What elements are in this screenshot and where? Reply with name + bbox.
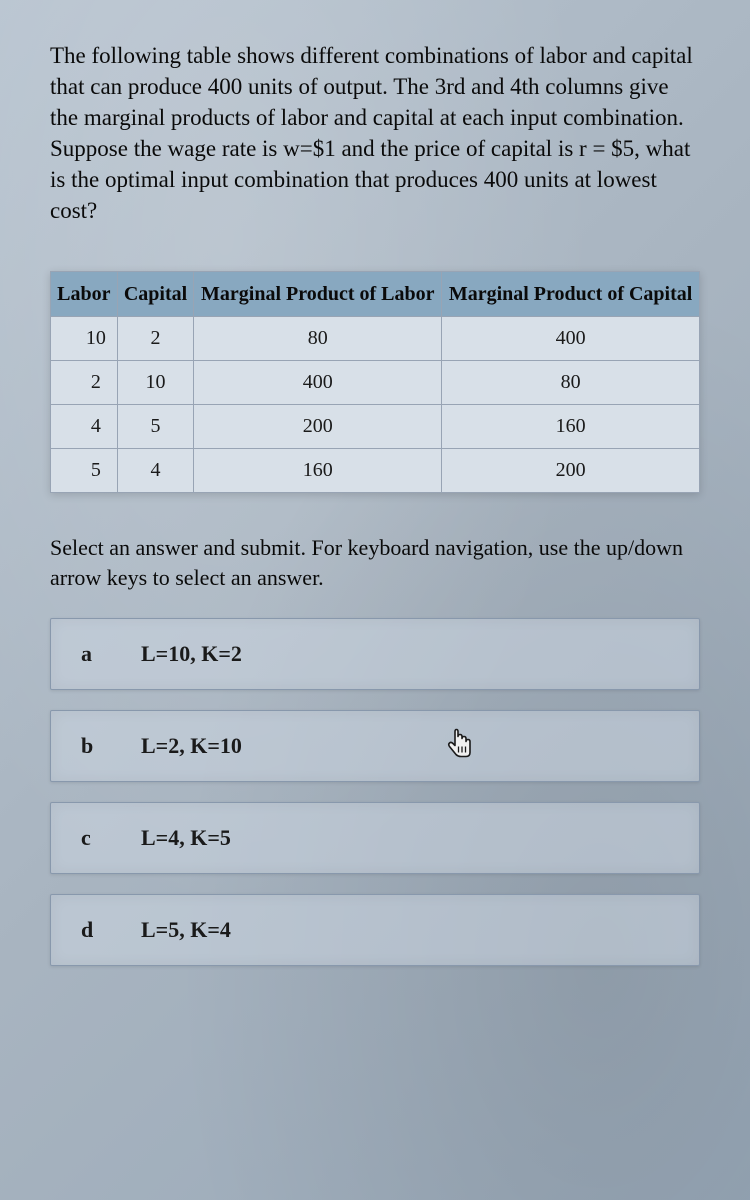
cell: 80 [194, 317, 442, 361]
cell: 10 [51, 317, 118, 361]
option-c[interactable]: c L=4, K=5 [50, 802, 700, 874]
cell: 80 [442, 361, 700, 405]
option-d[interactable]: d L=5, K=4 [50, 894, 700, 966]
option-label: L=2, K=10 [141, 733, 242, 759]
cell: 400 [194, 361, 442, 405]
table-header-row: Labor Capital Marginal Product of Labor … [51, 272, 700, 317]
option-key: a [81, 641, 101, 667]
option-label: L=4, K=5 [141, 825, 231, 851]
table-row: 10 2 80 400 [51, 317, 700, 361]
cell: 2 [117, 317, 194, 361]
pointer-cursor-icon [446, 728, 474, 763]
option-a[interactable]: a L=10, K=2 [50, 618, 700, 690]
option-key: d [81, 917, 101, 943]
instructions-text: Select an answer and submit. For keyboar… [50, 533, 700, 592]
col-labor: Labor [51, 272, 118, 317]
cell: 10 [117, 361, 194, 405]
option-key: c [81, 825, 101, 851]
table-row: 4 5 200 160 [51, 405, 700, 449]
cell: 2 [51, 361, 118, 405]
option-label: L=10, K=2 [141, 641, 242, 667]
option-label: L=5, K=4 [141, 917, 231, 943]
table-row: 2 10 400 80 [51, 361, 700, 405]
col-mpl: Marginal Product of Labor [194, 272, 442, 317]
cell: 200 [442, 449, 700, 493]
cell: 160 [194, 449, 442, 493]
cell: 160 [442, 405, 700, 449]
cell: 400 [442, 317, 700, 361]
cell: 4 [51, 405, 118, 449]
data-table: Labor Capital Marginal Product of Labor … [50, 271, 700, 493]
option-b[interactable]: b L=2, K=10 [50, 710, 700, 782]
cell: 5 [51, 449, 118, 493]
question-text: The following table shows different comb… [50, 40, 700, 226]
answer-options: a L=10, K=2 b L=2, K=10 c L=4, K=5 d L=5… [50, 618, 700, 966]
table-row: 5 4 160 200 [51, 449, 700, 493]
col-mpk: Marginal Product of Capital [442, 272, 700, 317]
option-key: b [81, 733, 101, 759]
cell: 5 [117, 405, 194, 449]
cell: 200 [194, 405, 442, 449]
col-capital: Capital [117, 272, 194, 317]
cell: 4 [117, 449, 194, 493]
